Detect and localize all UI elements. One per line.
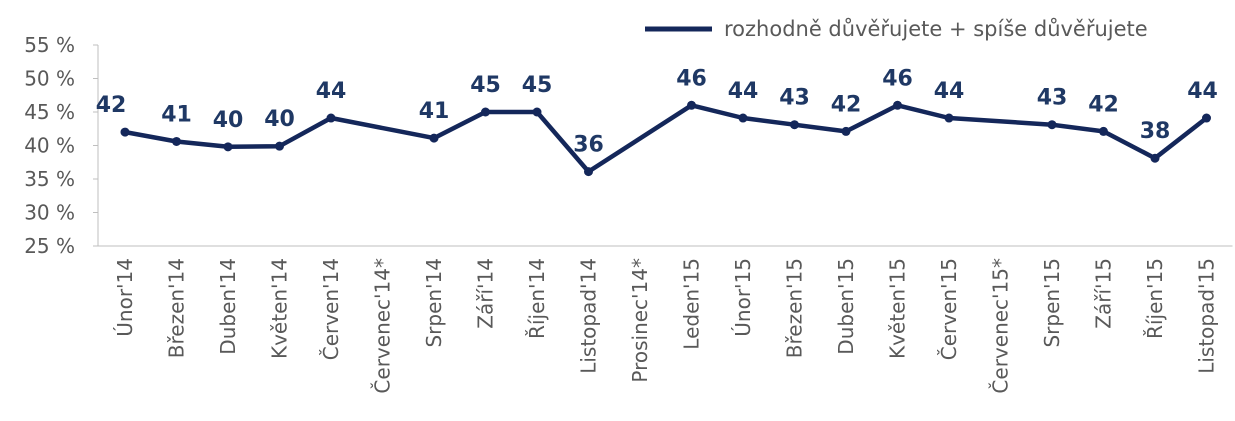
data-point [120,127,130,137]
data-label: 40 [213,108,244,133]
data-label: 46 [882,66,913,91]
x-tick-label: Prosinec'14* [628,258,652,383]
data-point [738,113,748,123]
x-tick-label: Říjen'14 [525,258,549,339]
data-label: 40 [264,107,295,132]
x-tick-label: Září'14 [474,258,498,329]
y-tick-label: 35 % [24,167,75,191]
legend-label: rozhodně důvěřujete + spíše důvěřujete [724,17,1148,41]
data-label: 44 [1187,79,1218,104]
y-tick-label: 40 % [24,134,75,158]
x-tick-label: Leden'15 [680,258,704,350]
data-point [1150,153,1160,163]
x-tick-label: Září'15 [1092,258,1116,329]
data-label: 43 [779,86,810,111]
data-label: 44 [934,79,965,104]
y-tick-label: 55 % [24,33,75,57]
x-tick-label: Červenec'15* [989,258,1013,394]
data-label: 42 [96,93,127,118]
data-point [1099,126,1108,136]
data-point [223,142,233,152]
x-tick-label: Červen'15 [937,258,961,360]
data-point [326,113,336,123]
x-tick-label: Duben'15 [834,258,858,355]
x-tick-label: Listopad'14 [577,258,601,374]
data-labels: 42 41 40 40 44 41 45 45 36 46 44 43 42 46 44 43 42 38 44 [96,66,1218,157]
data-point [481,107,490,117]
data-label: 42 [831,92,862,117]
data-label: 43 [1037,86,1068,111]
data-point [687,100,696,110]
data-point [584,167,593,177]
data-label: 44 [728,79,759,104]
data-label: 44 [316,79,347,104]
data-point [1202,113,1211,123]
y-tick-label: 25 % [24,234,75,258]
x-tick-label: Listopad'15 [1195,258,1219,374]
data-label: 41 [161,102,192,127]
x-tick-label: Květen'15 [886,258,910,359]
x-tick-label: Duben'14 [216,258,240,355]
data-point [172,136,181,146]
y-axis: 25 % 30 % 35 % 40 % 45 % 50 % 55 % [24,33,99,258]
data-point [790,120,799,130]
data-points [120,100,1211,177]
data-point [1047,120,1057,130]
x-tick-label: Březen'14 [165,258,189,358]
data-label: 45 [470,73,501,98]
legend: rozhodně důvěřujete + spíše důvěřujete [645,17,1148,41]
data-label: 46 [676,66,707,91]
y-tick-label: 30 % [24,201,75,225]
data-label: 41 [419,99,450,124]
data-point [429,133,439,143]
x-axis: Únor'14 Březen'14 Duben'14 Květen'14 Červen'… [98,245,1233,394]
x-tick-label: Říjen'15 [1143,258,1167,339]
data-point [893,100,902,110]
x-tick-label: Červenec'14* [371,258,395,394]
data-point [944,113,954,123]
data-label: 38 [1140,119,1171,144]
x-tick-label: Srpen'15 [1040,258,1064,348]
data-point [275,141,284,151]
y-tick-label: 50 % [24,67,75,91]
data-point [532,107,542,117]
x-tick-label: Únor'15 [731,258,755,337]
data-point [841,126,851,136]
y-tick-label: 45 % [24,100,75,124]
data-label: 36 [573,133,604,158]
x-tick-label: Únor'14 [113,258,137,337]
x-tick-label: Červen'14 [319,258,343,360]
data-label: 45 [522,73,553,98]
x-tick-label: Březen'15 [783,258,807,358]
data-label: 42 [1088,92,1119,117]
x-tick-label: Květen'14 [268,258,292,359]
x-tick-label: Srpen'14 [422,258,446,348]
